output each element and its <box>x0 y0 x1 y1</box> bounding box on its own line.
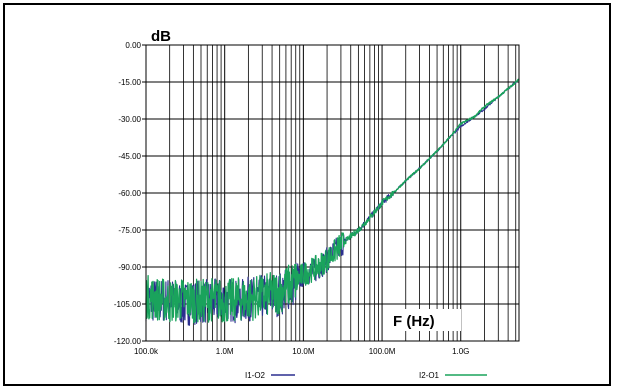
x-tick-label: 1.0G <box>452 347 469 356</box>
x-tick-label: 100.0k <box>134 347 159 356</box>
x-axis-title-box: F (Hz) <box>387 309 461 331</box>
axis-layer: 0.00 -15.00 -30.00 -45.00 -60.00 -75.00 -90.00… <box>114 41 520 356</box>
series-line-i2-o1 <box>145 78 520 324</box>
y-tick-label: -75.00 <box>118 226 141 235</box>
x-tick-label: 10.0M <box>292 347 315 356</box>
series-layer <box>145 78 520 326</box>
x-tick-label: 100.0M <box>369 347 396 356</box>
y-tick-label: -120.00 <box>114 337 142 346</box>
chart-svg: 0.00 -15.00 -30.00 -45.00 -60.00 -75.00 -90.00… <box>114 28 520 380</box>
y-tick-label: -45.00 <box>118 152 141 161</box>
y-axis-title: dB <box>151 28 171 45</box>
y-tick-label: -15.00 <box>118 78 141 87</box>
y-tick-label: 0.00 <box>125 41 141 50</box>
x-axis-title: F (Hz) <box>393 313 435 330</box>
chart-frame: 0.00 -15.00 -30.00 -45.00 -60.00 -75.00 -90.00… <box>3 3 611 386</box>
y-tick-label: -30.00 <box>118 115 141 124</box>
y-tick-label: -90.00 <box>118 263 141 272</box>
legend: I1‑O2 I2‑O1 <box>245 371 487 380</box>
x-tick-label: 1.0M <box>216 347 234 356</box>
legend-label: I2‑O1 <box>419 371 440 380</box>
y-tick-label: -60.00 <box>118 189 141 198</box>
y-tick-label: -105.00 <box>114 300 142 309</box>
legend-label: I1‑O2 <box>245 371 266 380</box>
